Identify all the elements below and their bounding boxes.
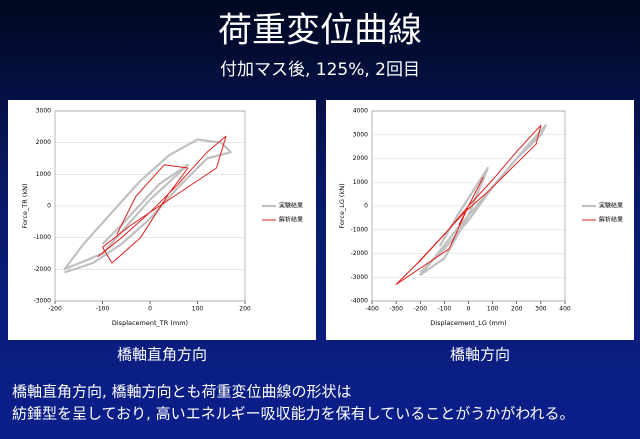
x-tick-label: -200 bbox=[48, 306, 62, 313]
legend-label: 解析結果 bbox=[599, 216, 623, 224]
x-tick-label: 100 bbox=[192, 306, 204, 313]
x-tick-label: 400 bbox=[559, 306, 571, 313]
y-tick-label: 1000 bbox=[36, 171, 51, 178]
y-tick-label: -2000 bbox=[351, 250, 369, 257]
x-axis-label: Displacement_LG (mm) bbox=[430, 319, 506, 327]
y-tick-label: -1000 bbox=[34, 234, 52, 241]
y-tick-label: -4000 bbox=[351, 298, 369, 305]
caption: 橋軸直角方向 bbox=[117, 346, 207, 364]
y-axis-label: Force_TR (kN) bbox=[21, 183, 29, 228]
y-tick-label: 2000 bbox=[36, 139, 51, 146]
x-axis-label: Displacement_TR (mm) bbox=[112, 319, 188, 327]
body-text: 紡錘型を呈しており, 高いエネルギー吸収能力を保有していることがうかがわれる。 bbox=[12, 405, 574, 423]
y-axis-label: Force_LG (kN) bbox=[338, 183, 346, 228]
y-tick-label: -3000 bbox=[351, 274, 369, 281]
y-tick-label: 3000 bbox=[36, 108, 51, 115]
x-tick-label: -100 bbox=[438, 306, 452, 313]
x-tick-label: -100 bbox=[96, 306, 110, 313]
legend-label: 解析結果 bbox=[279, 216, 303, 224]
plot-frame bbox=[371, 110, 566, 302]
legend-label: 実験結果 bbox=[599, 202, 623, 210]
plot-frame bbox=[54, 110, 246, 302]
x-tick-label: -400 bbox=[365, 306, 379, 313]
y-tick-label: 2000 bbox=[353, 155, 368, 162]
x-tick-label: 0 bbox=[148, 306, 152, 313]
slide-title: 荷重変位曲線 bbox=[218, 11, 422, 51]
y-tick-label: 1000 bbox=[353, 179, 368, 186]
x-tick-label: 100 bbox=[487, 306, 499, 313]
y-tick-label: -2000 bbox=[34, 266, 52, 273]
x-tick-label: -300 bbox=[389, 306, 403, 313]
y-tick-label: 0 bbox=[47, 203, 51, 210]
hysteresis-curve bbox=[97, 135, 227, 264]
caption: 橋軸方向 bbox=[450, 346, 510, 364]
legend-label: 実験結果 bbox=[279, 202, 303, 210]
hysteresis-curve bbox=[63, 138, 232, 274]
x-tick-label: 200 bbox=[511, 306, 523, 313]
y-tick-label: -1000 bbox=[351, 226, 369, 233]
body-text: 橋軸直角方向, 橋軸方向とも荷重変位曲線の形状は bbox=[12, 383, 352, 401]
y-tick-label: 3000 bbox=[353, 131, 368, 138]
y-tick-label: -3000 bbox=[34, 298, 52, 305]
slide-subtitle: 付加マス後, 125%, 2回目 bbox=[220, 60, 420, 80]
hysteresis-curve bbox=[395, 124, 542, 285]
x-tick-label: -200 bbox=[413, 306, 427, 313]
x-tick-label: 200 bbox=[239, 306, 251, 313]
x-tick-label: 0 bbox=[467, 306, 471, 313]
y-tick-label: 0 bbox=[364, 203, 368, 210]
x-tick-label: 300 bbox=[535, 306, 547, 313]
y-tick-label: 4000 bbox=[353, 108, 368, 115]
